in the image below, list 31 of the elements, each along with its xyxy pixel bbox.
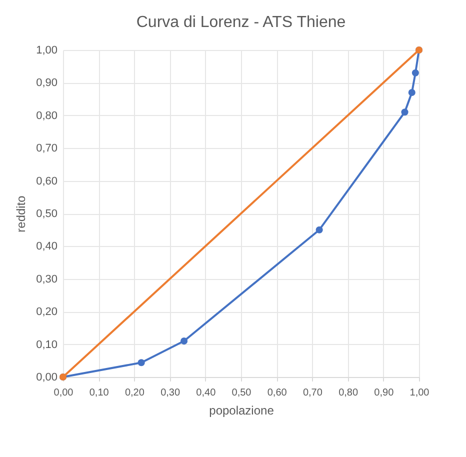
point: [316, 226, 323, 234]
x-tick-label: 0,20: [124, 388, 145, 398]
x-tick-label: 0,50: [232, 388, 252, 398]
y-axis-title: reddito: [14, 195, 28, 232]
y-tick-label: 0,80: [36, 110, 58, 122]
x-tick-label: 0,00: [54, 388, 74, 398]
x-tick-label: 0,80: [338, 388, 358, 398]
y-tick-label: 0,70: [36, 142, 58, 155]
y-tick-label: 0,10: [36, 338, 58, 351]
chart-title: Curva di Lorenz - ATS Thiene: [136, 14, 346, 31]
x-tick-label: 0,90: [374, 388, 394, 398]
x-tick-label: 0,10: [89, 388, 110, 398]
point: [138, 359, 145, 366]
x-tick-label: 0,40: [196, 388, 216, 398]
y-tick-label: 0,00: [36, 372, 58, 384]
y-tick-label: 0,60: [36, 175, 58, 188]
point: [412, 69, 419, 76]
x-tick-label: 0,60: [267, 388, 288, 398]
x-tick-label: 0,30: [160, 388, 180, 398]
x-tick-label: 0,70: [302, 388, 323, 398]
point: [408, 88, 416, 96]
y-tick-label: 1,00: [36, 44, 58, 56]
y-tick-label: 0,40: [36, 240, 58, 253]
y-tick-label: 0,50: [36, 208, 58, 220]
y-tick-label: 0,30: [36, 273, 58, 286]
y-tick-label: 0,90: [36, 77, 58, 90]
point: [401, 108, 408, 116]
point: [180, 338, 188, 345]
y-tick-label: 0,20: [36, 306, 58, 318]
x-tick-label: 1,00: [410, 388, 430, 398]
x-axis-title: popolazione: [209, 404, 274, 418]
